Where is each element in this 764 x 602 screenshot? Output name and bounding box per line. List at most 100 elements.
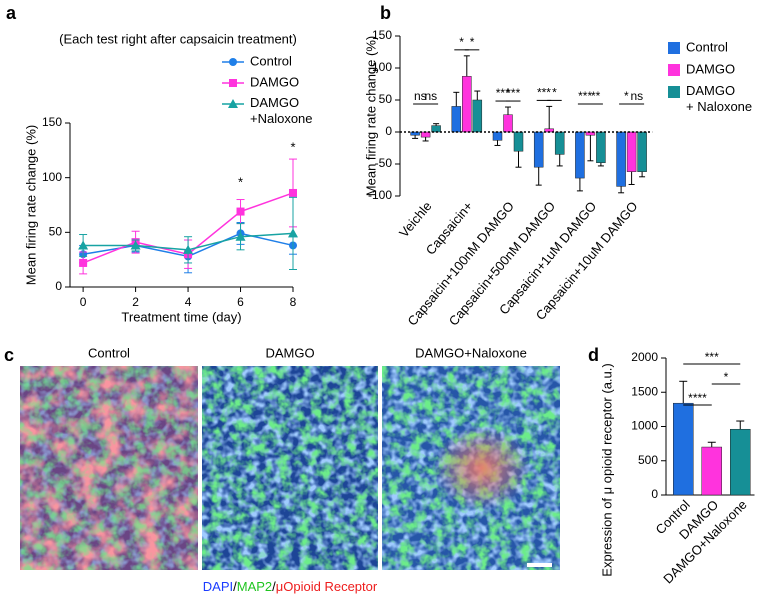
significance-label: *** — [537, 86, 551, 100]
significance-label: ns — [414, 89, 427, 103]
error-bar — [628, 171, 635, 185]
image-texture — [202, 366, 378, 570]
bar — [513, 131, 524, 152]
y-tick-label: 100 — [372, 60, 392, 74]
image-title: Control — [88, 345, 130, 360]
error-bar — [535, 167, 542, 186]
legend-label: Control — [250, 53, 292, 68]
error-bar — [639, 171, 646, 178]
bar — [492, 131, 503, 141]
error-bar — [474, 90, 481, 100]
marker — [228, 99, 238, 108]
annotation: * — [290, 140, 295, 155]
legend-label: DAMGO + Naloxone — [686, 83, 752, 114]
bar — [673, 402, 694, 496]
y-tick-label: 0 — [651, 487, 658, 501]
scale-bar — [527, 563, 552, 567]
marker — [229, 79, 237, 87]
error-bar — [556, 154, 563, 167]
bracket-label: *** — [705, 350, 719, 364]
y-tick-label: 1500 — [631, 384, 658, 398]
y-tick-label: 150 — [42, 115, 62, 129]
bar — [451, 106, 462, 133]
significance-label: ns — [631, 89, 644, 103]
error-bar — [433, 123, 440, 126]
marker — [236, 207, 245, 216]
error-bar — [707, 441, 716, 448]
x-axis-label: Treatment time (day) — [121, 309, 241, 324]
bar — [616, 131, 626, 187]
image-title: DAMGO+Naloxone — [415, 345, 527, 360]
y-axis-label: Mean firing rate change (%) — [23, 125, 38, 285]
marker — [229, 58, 237, 66]
significance-label: *** — [578, 89, 592, 103]
error-bar — [412, 135, 419, 139]
error-bar — [576, 178, 583, 192]
significance-label: * — [459, 35, 464, 49]
legend-swatch — [668, 42, 680, 54]
legend-label: Control — [686, 39, 728, 54]
significance-label: *** — [506, 86, 520, 100]
bar — [431, 125, 441, 133]
panel-letter: a — [6, 3, 17, 23]
marker — [78, 240, 89, 250]
image-blob — [434, 426, 530, 510]
bar — [701, 446, 722, 496]
y-tick-label: 1000 — [631, 419, 658, 433]
annotation: * — [238, 175, 243, 190]
bar — [472, 99, 483, 133]
y-tick-label: 2000 — [631, 350, 658, 364]
bar — [410, 131, 420, 136]
error-bar — [494, 140, 501, 146]
bar — [503, 114, 513, 133]
bracket-label: **** — [688, 391, 707, 405]
bar — [596, 131, 606, 163]
y-tick-label: -100 — [368, 188, 392, 202]
image-caption: DAPI/MAP2/μOpioid Receptor — [203, 579, 378, 594]
significance-label: * — [552, 86, 557, 100]
legend-label: DAMGO — [250, 74, 299, 89]
bar — [533, 131, 544, 168]
error-bar — [597, 162, 604, 167]
error-bar — [546, 105, 553, 129]
bar — [575, 131, 585, 179]
caption-part: / — [272, 579, 276, 594]
error-bar — [505, 106, 511, 115]
bar — [626, 131, 637, 172]
significance-label: *** — [496, 86, 510, 100]
bracket-label: * — [724, 370, 729, 384]
bar — [554, 131, 565, 155]
caption-part: MAP2 — [237, 579, 272, 594]
legend-label: DAMGO — [686, 61, 735, 76]
bar — [420, 131, 431, 138]
y-tick-label: 50 — [49, 225, 63, 239]
y-tick-label: 0 — [55, 279, 62, 293]
y-axis-label: Expression of μ opioid receptor (a.u.) — [599, 363, 614, 576]
error-bar — [679, 380, 688, 404]
marker — [130, 240, 141, 250]
bar — [637, 131, 647, 172]
y-tick-label: 50 — [379, 92, 393, 106]
marker — [79, 258, 88, 267]
y-tick-label: -50 — [375, 156, 393, 170]
error-bar — [453, 91, 460, 107]
error-bar — [515, 151, 522, 168]
legend-swatch — [668, 64, 680, 76]
y-tick-label: 500 — [638, 453, 658, 467]
image-title: DAMGO — [265, 345, 314, 360]
x-tick-label: 0 — [80, 295, 87, 309]
legend-label: DAMGO +Naloxone — [250, 95, 313, 126]
panel-letter: d — [588, 345, 599, 365]
y-tick-label: 150 — [372, 28, 392, 42]
x-tick-label: 2 — [132, 295, 139, 309]
panel-letter: c — [4, 345, 14, 365]
x-tick-label: Veichle — [396, 198, 434, 240]
significance-label: * — [470, 35, 475, 49]
x-tick-label: 4 — [185, 295, 192, 309]
legend-swatch — [668, 86, 680, 98]
image-texture — [20, 366, 198, 570]
caption-part: μOpioid Receptor — [276, 579, 378, 594]
error-bar — [587, 135, 594, 162]
